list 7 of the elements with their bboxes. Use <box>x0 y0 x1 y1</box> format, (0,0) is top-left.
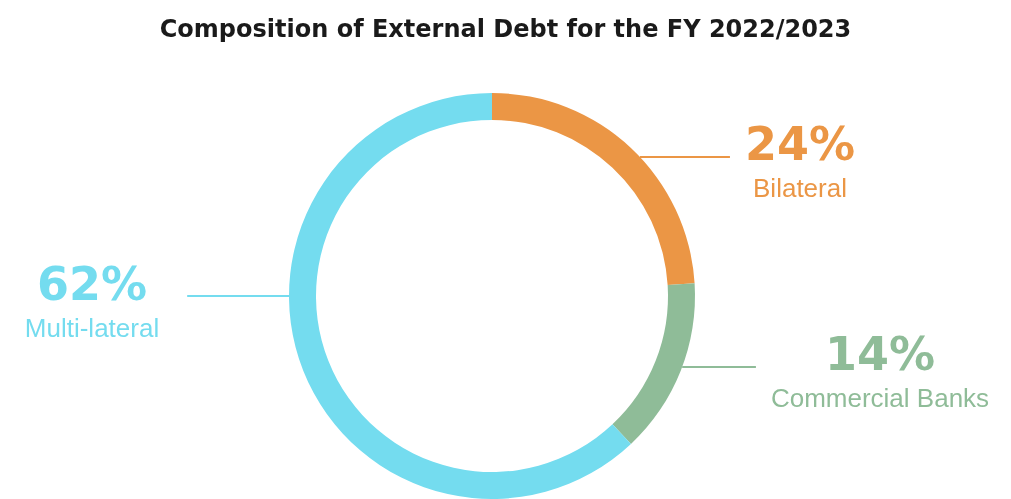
slice-label: Bilateral <box>753 173 847 203</box>
data-label: 14% <box>824 327 936 381</box>
slice-label: Multi-lateral <box>24 313 160 343</box>
chart-title: Composition of External Debt for the FY 2022/2023 <box>159 15 852 43</box>
data-label: 62% <box>36 257 148 311</box>
data-label: 24% <box>744 117 856 171</box>
slice-label: Commercial Banks <box>770 383 990 413</box>
